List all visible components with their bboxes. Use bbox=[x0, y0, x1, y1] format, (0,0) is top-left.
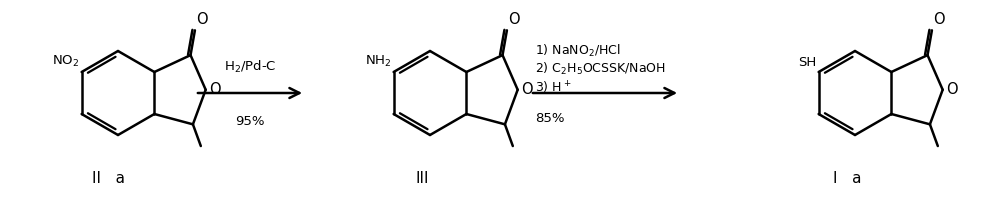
Text: O: O bbox=[196, 12, 208, 27]
Text: I   a: I a bbox=[833, 171, 861, 186]
Text: NH$_2$: NH$_2$ bbox=[365, 54, 392, 69]
Text: 2) C$_2$H$_5$OCSSK/NaOH: 2) C$_2$H$_5$OCSSK/NaOH bbox=[535, 61, 666, 77]
Text: O: O bbox=[946, 82, 957, 97]
Text: O: O bbox=[508, 12, 520, 27]
Text: O: O bbox=[209, 82, 220, 97]
Text: 1) NaNO$_2$/HCl: 1) NaNO$_2$/HCl bbox=[535, 43, 620, 59]
Text: III: III bbox=[415, 171, 429, 186]
Text: O: O bbox=[933, 12, 945, 27]
Text: II   a: II a bbox=[92, 171, 124, 186]
Text: 85%: 85% bbox=[535, 111, 564, 125]
Text: SH: SH bbox=[798, 56, 817, 69]
Text: 95%: 95% bbox=[235, 115, 265, 128]
Text: NO$_2$: NO$_2$ bbox=[52, 54, 80, 69]
Text: 3) H$^+$: 3) H$^+$ bbox=[535, 80, 571, 96]
Text: O: O bbox=[521, 82, 532, 97]
Text: H$_2$/Pd-C: H$_2$/Pd-C bbox=[224, 59, 276, 75]
